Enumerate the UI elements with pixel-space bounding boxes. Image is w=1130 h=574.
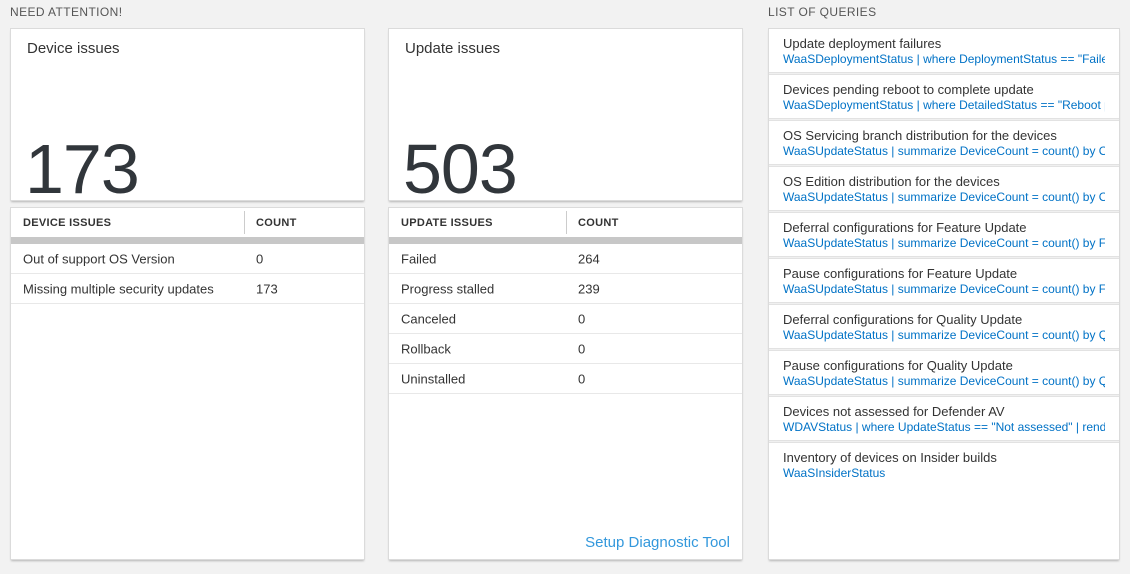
update-table-header-issues: UPDATE ISSUES xyxy=(401,216,493,229)
table-row[interactable]: Uninstalled 0 xyxy=(389,364,742,394)
query-separator xyxy=(769,302,1119,305)
query-code: WaaSDeploymentStatus | where DetailedSta… xyxy=(783,98,1105,112)
query-title: Deferral configurations for Feature Upda… xyxy=(783,220,1027,235)
issue-count: 239 xyxy=(578,281,600,296)
issue-name: Canceled xyxy=(401,311,456,326)
query-code: WaaSUpdateStatus | summarize DeviceCount… xyxy=(783,374,1105,388)
column-divider xyxy=(566,211,567,234)
table-row[interactable]: Failed 264 xyxy=(389,244,742,274)
query-title: OS Servicing branch distribution for the… xyxy=(783,128,1057,143)
query-title: OS Edition distribution for the devices xyxy=(783,174,1000,189)
need-attention-section-title: NEED ATTENTION! xyxy=(10,5,123,19)
query-title: Devices pending reboot to complete updat… xyxy=(783,82,1034,97)
query-title: Pause configurations for Feature Update xyxy=(783,266,1018,281)
query-separator xyxy=(769,118,1119,121)
device-table-header-issues: DEVICE ISSUES xyxy=(23,216,112,229)
query-title: Update deployment failures xyxy=(783,36,942,51)
update-issues-count: 503 xyxy=(403,130,518,208)
query-title: Inventory of devices on Insider builds xyxy=(783,450,997,465)
table-row[interactable]: Progress stalled 239 xyxy=(389,274,742,304)
update-issues-table: UPDATE ISSUES COUNT Failed 264 Progress … xyxy=(388,207,743,560)
update-table-header: UPDATE ISSUES COUNT xyxy=(389,208,742,237)
query-code: WaaSUpdateStatus | summarize DeviceCount… xyxy=(783,236,1105,250)
query-code: WaaSUpdateStatus | summarize DeviceCount… xyxy=(783,282,1105,296)
query-separator xyxy=(769,348,1119,351)
query-separator xyxy=(769,164,1119,167)
query-code: WaaSInsiderStatus xyxy=(783,466,886,480)
table-row[interactable]: Canceled 0 xyxy=(389,304,742,334)
query-code: WaaSUpdateStatus | summarize DeviceCount… xyxy=(783,190,1105,204)
column-divider xyxy=(244,211,245,234)
table-row[interactable]: Rollback 0 xyxy=(389,334,742,364)
query-item[interactable]: Devices not assessed for Defender AV WDA… xyxy=(769,397,1119,440)
query-item[interactable]: Pause configurations for Feature Update … xyxy=(769,259,1119,302)
query-item[interactable]: Inventory of devices on Insider builds W… xyxy=(769,443,1119,486)
query-title: Pause configurations for Quality Update xyxy=(783,358,1013,373)
query-item[interactable]: Deferral configurations for Quality Upda… xyxy=(769,305,1119,348)
device-table-header: DEVICE ISSUES COUNT xyxy=(11,208,364,237)
issue-count: 173 xyxy=(256,281,278,296)
issue-count: 0 xyxy=(578,311,586,326)
query-item[interactable]: OS Servicing branch distribution for the… xyxy=(769,121,1119,164)
table-row[interactable]: Out of support OS Version 0 xyxy=(11,244,364,274)
query-code: WaaSUpdateStatus | summarize DeviceCount… xyxy=(783,144,1105,158)
query-separator xyxy=(769,394,1119,397)
issue-name: Out of support OS Version xyxy=(23,251,175,266)
device-table-header-count: COUNT xyxy=(256,216,297,229)
queries-section-title: LIST OF QUERIES xyxy=(768,5,877,19)
query-separator xyxy=(769,210,1119,213)
query-item[interactable]: Pause configurations for Quality Update … xyxy=(769,351,1119,394)
device-issues-table: DEVICE ISSUES COUNT Out of support OS Ve… xyxy=(10,207,365,560)
update-issues-tile-title: Update issues xyxy=(405,40,501,57)
query-code: WaaSUpdateStatus | summarize DeviceCount… xyxy=(783,328,1105,342)
table-row[interactable]: Missing multiple security updates 173 xyxy=(11,274,364,304)
query-separator xyxy=(769,72,1119,75)
query-code: WaaSDeploymentStatus | where DeploymentS… xyxy=(783,52,1105,66)
queries-panel: Update deployment failures WaaSDeploymen… xyxy=(768,28,1120,560)
horizontal-scrollbar-thumb[interactable] xyxy=(11,237,364,244)
query-item[interactable]: Devices pending reboot to complete updat… xyxy=(769,75,1119,118)
device-issues-count: 173 xyxy=(25,130,140,208)
query-item[interactable]: Deferral configurations for Feature Upda… xyxy=(769,213,1119,256)
issue-count: 0 xyxy=(256,251,264,266)
query-separator xyxy=(769,256,1119,259)
query-item[interactable]: Update deployment failures WaaSDeploymen… xyxy=(769,29,1119,72)
query-code: WDAVStatus | where UpdateStatus == "Not … xyxy=(783,420,1105,434)
query-item[interactable]: OS Edition distribution for the devices … xyxy=(769,167,1119,210)
issue-name: Uninstalled xyxy=(401,371,466,386)
device-issues-tile-title: Device issues xyxy=(27,40,120,57)
query-title: Deferral configurations for Quality Upda… xyxy=(783,312,1023,327)
issue-count: 0 xyxy=(578,341,586,356)
issue-name: Rollback xyxy=(401,341,451,356)
update-table-header-count: COUNT xyxy=(578,216,619,229)
query-title: Devices not assessed for Defender AV xyxy=(783,404,1005,419)
issue-count: 264 xyxy=(578,251,600,266)
issue-name: Failed xyxy=(401,251,437,266)
issue-count: 0 xyxy=(578,371,586,386)
horizontal-scrollbar-thumb[interactable] xyxy=(389,237,742,244)
issue-name: Progress stalled xyxy=(401,281,495,296)
setup-diagnostic-tool-link[interactable]: Setup Diagnostic Tool xyxy=(585,534,730,551)
device-issues-tile[interactable]: Device issues 173 xyxy=(10,28,365,208)
update-issues-tile[interactable]: Update issues 503 xyxy=(388,28,743,208)
issue-name: Missing multiple security updates xyxy=(23,281,214,296)
query-separator xyxy=(769,440,1119,443)
